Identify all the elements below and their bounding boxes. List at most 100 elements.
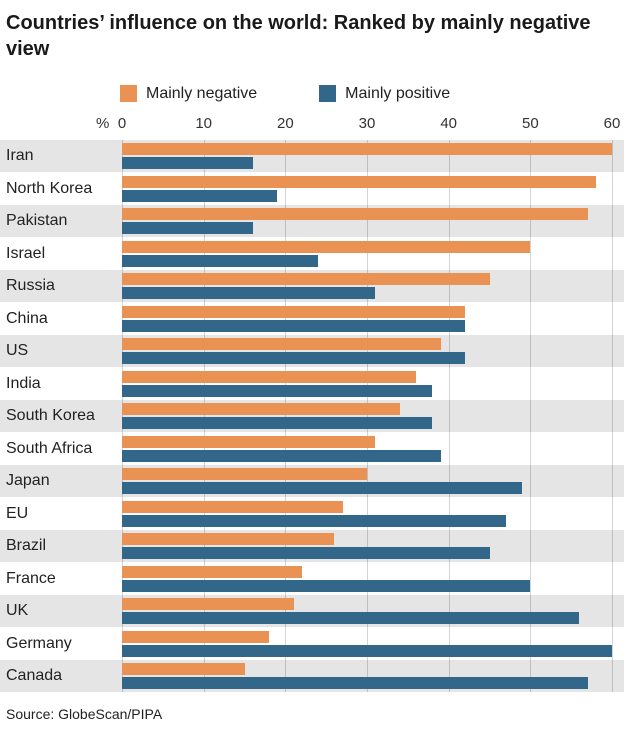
bar-group: [122, 630, 612, 657]
country-label: North Korea: [6, 179, 93, 197]
bar-negative: [122, 663, 245, 676]
bar-negative: [122, 143, 612, 156]
chart-title: Countries’ influence on the world: Ranke…: [6, 12, 591, 61]
chart-row: US: [0, 334, 624, 368]
bar-group: [122, 565, 612, 592]
bar-negative: [122, 305, 465, 318]
bar-negative: [122, 598, 294, 611]
bar-positive: [122, 222, 253, 235]
chart-rows: Iran North Korea Pakistan Israel Russia China…: [0, 139, 624, 693]
bar-negative: [122, 403, 400, 416]
country-label: France: [6, 569, 56, 587]
bar-positive: [122, 547, 490, 560]
chart-row: Brazil: [0, 529, 624, 563]
bar-group: [122, 273, 612, 300]
legend-label: Mainly negative: [146, 84, 258, 102]
country-label: Iran: [6, 147, 34, 165]
legend-item: Mainly positive: [319, 85, 450, 103]
bar-group: [122, 598, 612, 625]
bar-group: [122, 175, 612, 202]
country-label: EU: [6, 504, 29, 522]
bar-negative: [122, 240, 531, 253]
bar-negative: [122, 208, 588, 221]
legend-item: Mainly negative: [120, 85, 257, 103]
axis-tick-label: 10: [195, 114, 212, 132]
bar-positive: [122, 352, 465, 365]
chart-row: Germany: [0, 627, 624, 660]
bar-negative: [122, 533, 335, 546]
legend-label: Mainly positive: [345, 84, 451, 102]
country-label: Canada: [6, 667, 63, 685]
bar-positive: [122, 254, 318, 267]
bar-negative: [122, 500, 343, 513]
bar-group: [122, 500, 612, 527]
chart-row: North Korea: [0, 172, 624, 205]
bar-group: [122, 305, 612, 332]
bar-group: [122, 403, 612, 430]
bar-negative: [122, 338, 441, 351]
chart-row: Japan: [0, 464, 624, 498]
bar-positive: [122, 287, 376, 300]
legend-swatch-icon: [120, 85, 137, 103]
bar-positive: [122, 449, 441, 462]
bar-negative: [122, 175, 596, 188]
chart-row: Canada: [0, 659, 624, 693]
bar-group: [122, 143, 612, 170]
axis-tick-label: 60: [603, 114, 621, 132]
bar-group: [122, 338, 612, 365]
bar-positive: [122, 417, 433, 430]
axis-tick-label: 40: [440, 114, 457, 132]
bar-group: [122, 468, 612, 495]
bar-group: [122, 208, 612, 235]
bar-positive: [122, 384, 433, 397]
country-label: South Korea: [6, 407, 95, 425]
source-note: Source: GlobeScan/PIPA: [6, 706, 163, 723]
chart-row: South Africa: [0, 432, 624, 465]
bar-positive: [122, 189, 278, 202]
legend-swatch-icon: [319, 85, 337, 103]
chart-row: Russia: [0, 269, 624, 303]
bar-positive: [122, 579, 531, 592]
bar-chart: Iran North Korea Pakistan Israel Russia China…: [0, 139, 624, 693]
bar-negative: [122, 468, 367, 481]
bar-positive: [122, 157, 253, 170]
country-label: US: [6, 342, 29, 360]
x-axis: % 0 10 20 30 40 50 60: [96, 114, 620, 137]
bar-negative: [122, 565, 302, 578]
country-label: Pakistan: [6, 212, 68, 230]
chart-legend: Mainly negative Mainly positive: [120, 85, 624, 103]
bar-positive: [122, 644, 612, 657]
country-label: Israel: [6, 244, 46, 262]
bar-group: [122, 435, 612, 462]
country-label: Japan: [6, 472, 50, 490]
country-label: Germany: [6, 634, 72, 652]
chart-row: India: [0, 367, 624, 400]
axis-unit-label: %: [96, 114, 110, 132]
bar-negative: [122, 630, 269, 643]
chart-row: France: [0, 562, 624, 595]
bar-negative: [122, 370, 416, 383]
bar-negative: [122, 435, 376, 448]
country-label: Brazil: [6, 537, 47, 555]
axis-tick-label: 50: [521, 114, 539, 132]
chart-row: South Korea: [0, 399, 624, 433]
country-label: India: [6, 374, 41, 392]
chart-row: EU: [0, 497, 624, 530]
axis-tick-label: 20: [276, 114, 294, 132]
country-label: UK: [6, 602, 29, 620]
bar-positive: [122, 612, 580, 625]
bar-negative: [122, 273, 490, 286]
axis-tick-label: 0: [117, 114, 127, 132]
bar-group: [122, 370, 612, 397]
chart-row: Israel: [0, 237, 624, 270]
country-label: China: [6, 309, 48, 327]
bar-group: [122, 663, 612, 690]
bar-positive: [122, 514, 506, 527]
axis-tick-label: 30: [358, 114, 376, 132]
bar-group: [122, 240, 612, 267]
bar-group: [122, 533, 612, 560]
country-label: Russia: [6, 277, 55, 295]
chart-row: Pakistan: [0, 204, 624, 238]
country-label: South Africa: [6, 439, 93, 457]
